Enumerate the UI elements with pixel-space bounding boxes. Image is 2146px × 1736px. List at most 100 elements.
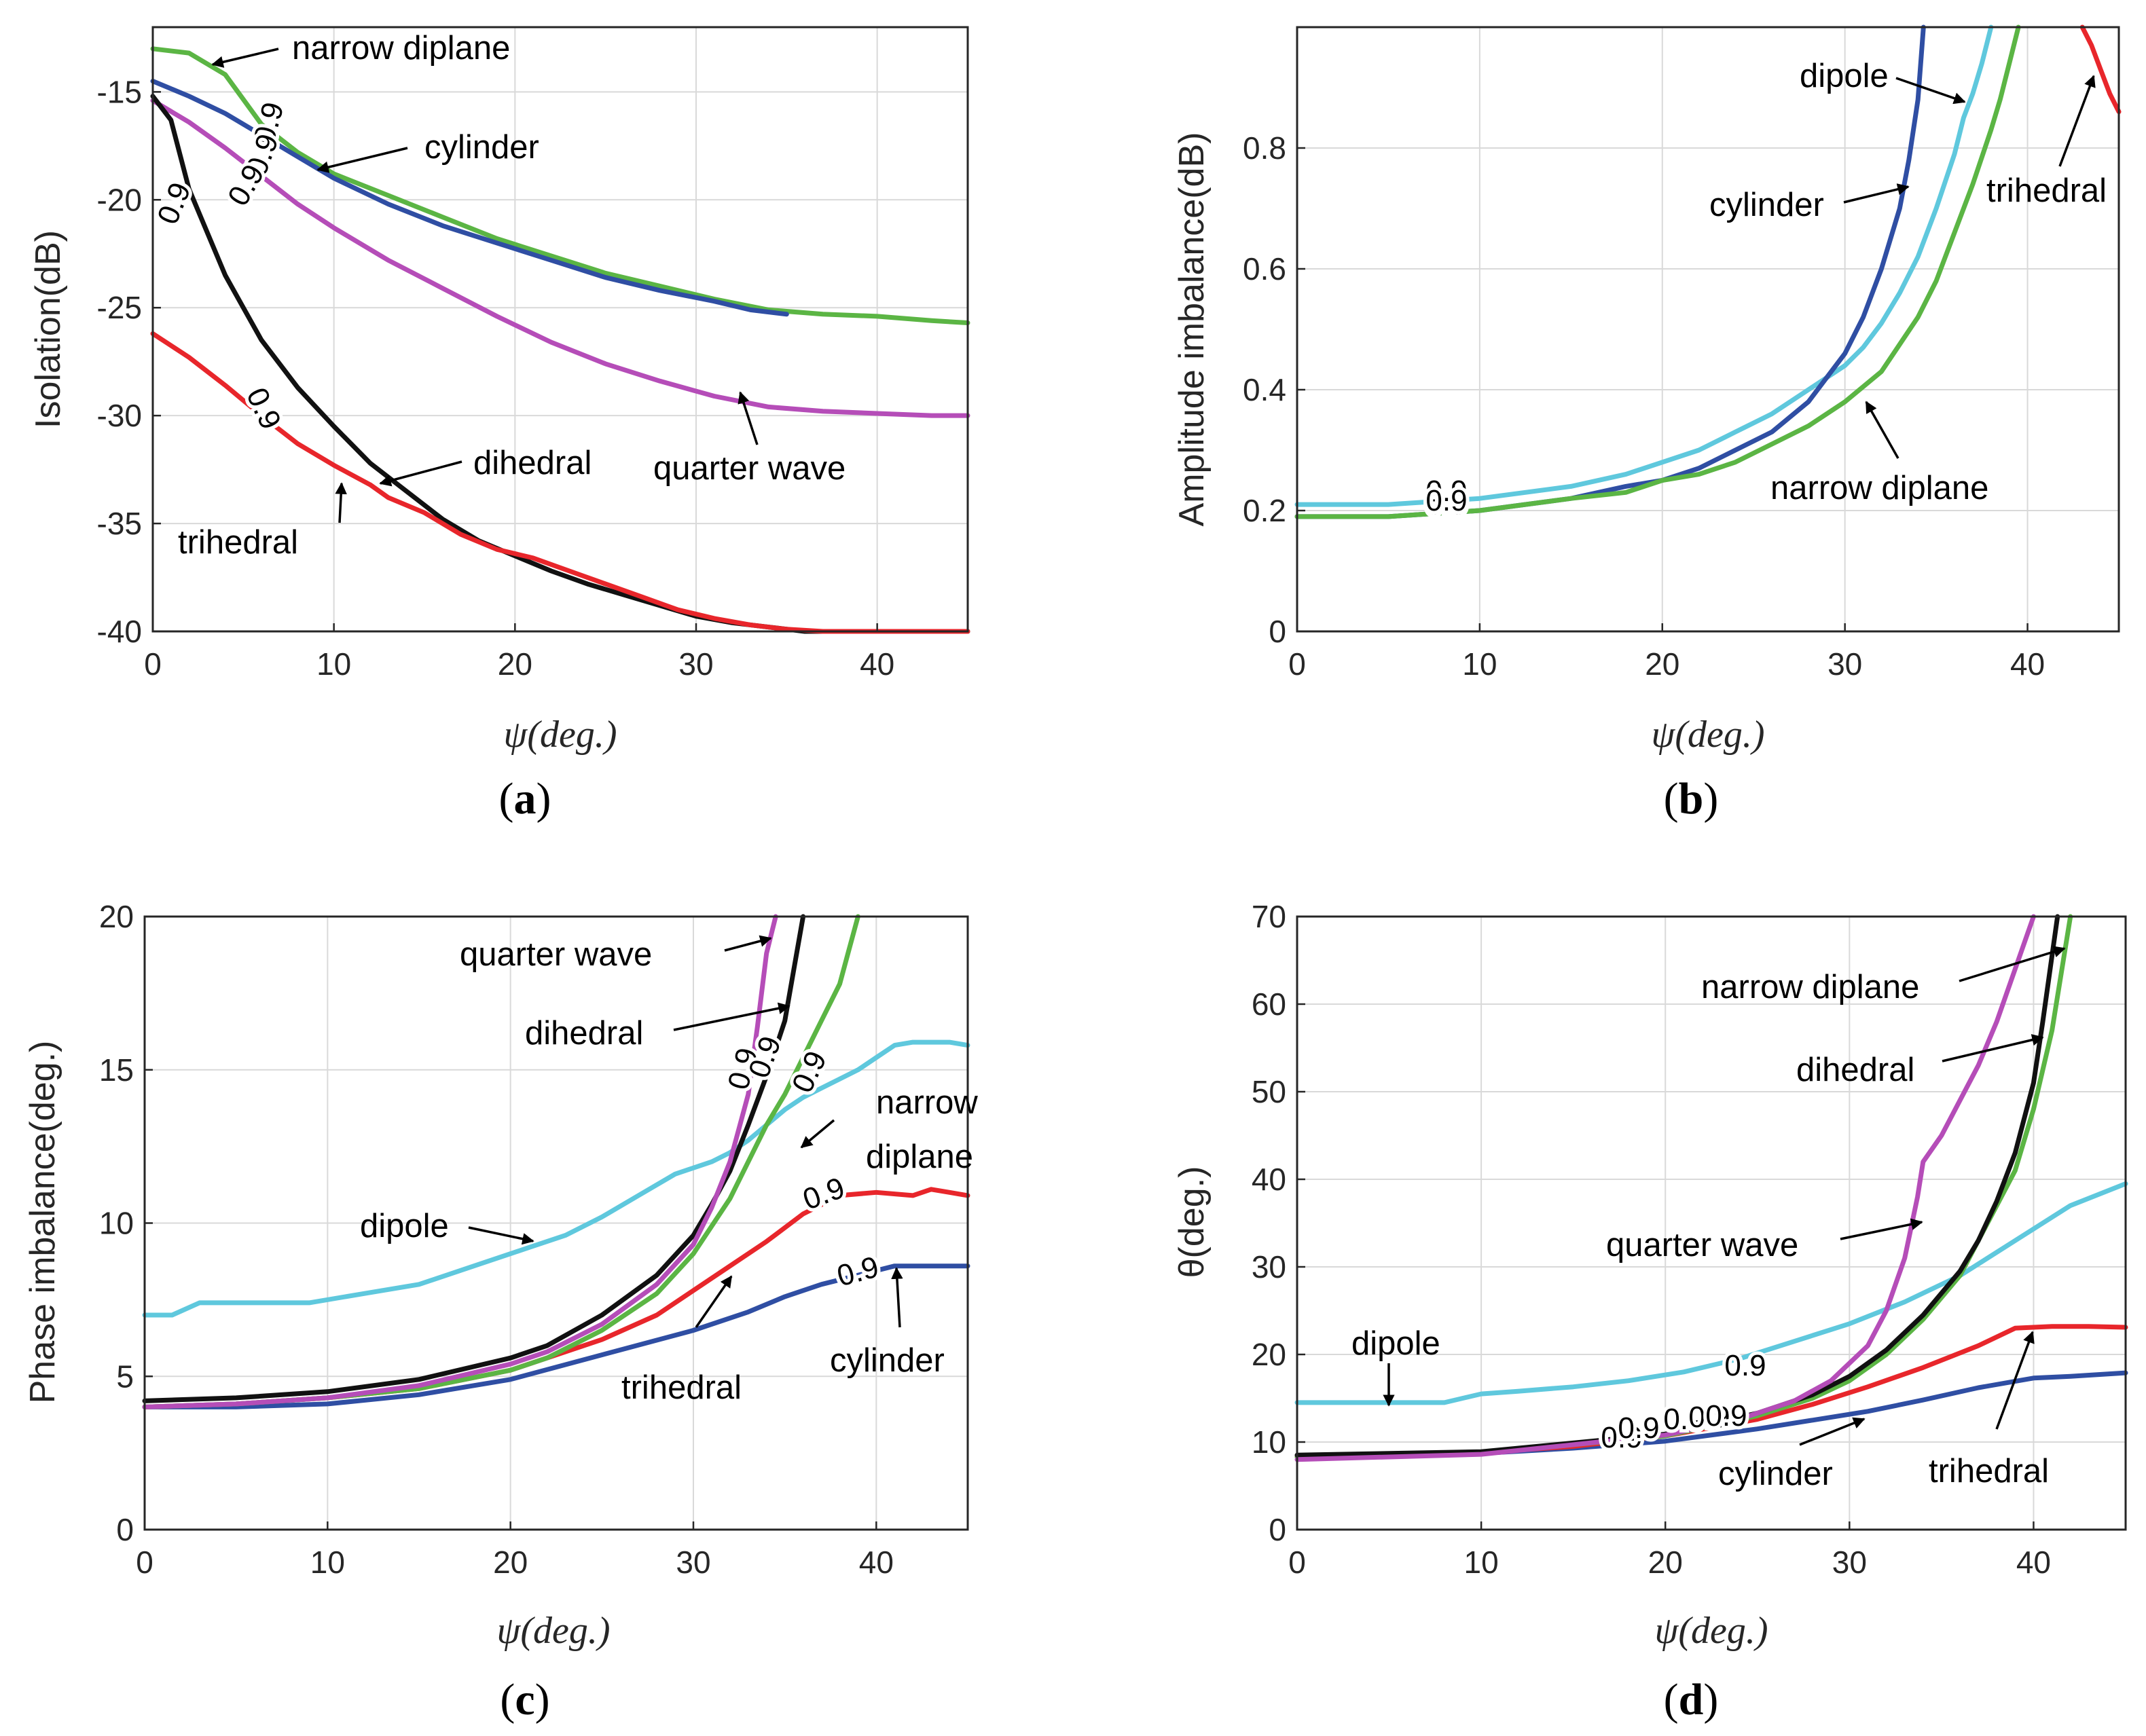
annotation-arrow — [2058, 75, 2096, 167]
annotation-trihedral: trihedral — [1986, 172, 2107, 209]
annotation-narrow-diplane: narrow diplane — [292, 30, 510, 67]
subfigure-caption-b: (b) — [1664, 774, 1719, 824]
subfigure-letter-b: b — [1679, 774, 1704, 824]
x-tick-label: 30 — [1827, 646, 1862, 682]
series-narrow-diplane-line — [1294, 24, 2021, 519]
annotation-dihedral: dihedral — [473, 445, 592, 481]
x-tick-label: 10 — [1462, 646, 1497, 682]
subfigure-caption-c: (c) — [500, 1675, 549, 1724]
x-axis-label-b: ψ(deg.) — [1652, 714, 1765, 756]
x-tick-label: 0 — [1288, 1545, 1306, 1580]
series-trihedral-line — [2079, 24, 2122, 115]
annotation-arrow — [1843, 183, 1910, 204]
annotation-arrow — [1840, 1218, 1923, 1240]
x-tick-label: 30 — [1832, 1545, 1867, 1580]
annotation-narrow: narrow — [876, 1084, 978, 1121]
x-tick-label: 40 — [2010, 646, 2045, 682]
annotation-arrow — [1995, 1331, 2035, 1430]
series-quarter-wave-line — [150, 98, 970, 418]
ticks-d: 0 10 20 30 40 0 10 20 30 40 50 60 70 — [1252, 899, 2051, 1580]
annotation-dihedral: dihedral — [1796, 1052, 1914, 1088]
annotation-quarter-wave: quarter wave — [653, 450, 845, 487]
plot-frame-d — [1296, 915, 2127, 1531]
x-tick-label: 20 — [1645, 646, 1679, 682]
y-tick-label: 60 — [1252, 986, 1286, 1022]
annotation-arrow — [724, 935, 772, 952]
panel-b: 0.90.90.9 0 10 20 30 40 0 0.2 0.4 0.6 0.8 Amplitu… — [1172, 24, 2122, 824]
x-tick-label: 0 — [136, 1545, 153, 1580]
y-tick-label: -25 — [97, 290, 142, 325]
y-axis-label-b: Amplitude imbalance(dB) — [1172, 132, 1212, 527]
y-tick-label: 50 — [1252, 1074, 1286, 1109]
y-tick-label: 70 — [1252, 899, 1286, 934]
series-narrow-diplane-line — [1294, 914, 2073, 1460]
y-axis-label-d: θ(deg.) — [1172, 1166, 1212, 1278]
y-tick-label: 10 — [1252, 1424, 1286, 1460]
annotation-trihedral: trihedral — [1929, 1453, 2049, 1490]
y-tick-label: 0 — [1269, 614, 1286, 649]
contour-label: 0.9 — [240, 383, 287, 435]
y-tick-label: 0 — [1269, 1512, 1286, 1547]
y-tick-label: 30 — [1252, 1249, 1286, 1285]
x-tick-label: 20 — [498, 646, 532, 682]
y-tick-label: 40 — [1252, 1162, 1286, 1197]
x-axis-label-a: ψ(deg.) — [504, 714, 617, 756]
annotation-cylinder: cylinder — [1709, 187, 1824, 223]
annotation-dihedral: dihedral — [525, 1015, 643, 1052]
contour-label: 0.9 — [786, 1046, 833, 1098]
y-tick-label: 15 — [99, 1052, 134, 1088]
series-layer-c — [142, 914, 970, 1409]
series-dipole-line — [1294, 24, 1994, 507]
x-tick-label: 10 — [1464, 1545, 1499, 1580]
x-tick-label: 0 — [144, 646, 162, 682]
annotation-arrow — [891, 1267, 903, 1328]
annotation-arrow — [468, 1226, 534, 1245]
contour-labels-b: 0.90.90.9 — [1422, 471, 1470, 524]
y-tick-label: 0.8 — [1243, 130, 1286, 166]
subfigure-letter-d: d — [1679, 1675, 1704, 1724]
panel-a: 0.90.90.90.90.9 0 10 20 30 40-15-20-25-30-35… — [29, 26, 970, 824]
x-tick-label: 10 — [316, 646, 351, 682]
panel-d: 0.90.9 0.90.90.90.9 0 10 20 30 40010203040506… — [1172, 899, 2128, 1724]
contour-label: 0.9 — [1663, 1403, 1705, 1436]
series-dipole-line — [1294, 1181, 2128, 1405]
y-tick-label: 0.6 — [1243, 251, 1286, 287]
series-dipole-line — [142, 1039, 970, 1318]
y-tick-label: 5 — [116, 1359, 134, 1394]
annotation-arrow — [1942, 1034, 2044, 1063]
contour-label: 0.9 — [1705, 1399, 1747, 1433]
x-tick-label: 10 — [310, 1545, 345, 1580]
subfigure-caption-a: (a) — [499, 774, 551, 824]
annotation-cylinder: cylinder — [1718, 1456, 1833, 1492]
y-tick-label: -30 — [97, 398, 142, 433]
annotation-trihedral: trihedral — [178, 524, 298, 561]
annotations-a: narrow diplane cylinder dihedral quarter… — [178, 30, 845, 561]
x-tick-label: 20 — [493, 1545, 528, 1580]
x-tick-label: 0 — [1288, 646, 1306, 682]
annotation-arrow — [211, 48, 279, 68]
y-axis-label-c: Phase imbalance(deg.) — [23, 1041, 62, 1404]
subfigure-letter-a: a — [514, 774, 536, 824]
x-tick-label: 20 — [1648, 1545, 1683, 1580]
y-tick-label: -20 — [97, 182, 142, 217]
annotation-dipole: dipole — [1351, 1325, 1440, 1362]
series-trihedral-line — [150, 331, 970, 634]
annotation-arrow — [379, 460, 462, 487]
x-axis-label-c: ψ(deg.) — [497, 1610, 611, 1652]
y-axis-label-a: Isolation(dB) — [29, 230, 68, 428]
annotation-dipole: dipole — [1800, 58, 1889, 94]
annotations-b: dipole cylinder trihedral narrow diplane — [1709, 58, 2107, 506]
annotation-arrow — [1895, 77, 1966, 105]
annotation-quarter-wave: quarter wave — [460, 936, 652, 973]
x-tick-label: 40 — [2016, 1545, 2051, 1580]
contour-label: 0.9 — [1724, 1349, 1766, 1382]
annotation-arrow — [673, 1002, 790, 1031]
contour-label: 0.9 — [1618, 1411, 1659, 1445]
annotation-narrow-diplane: narrow diplane — [1770, 470, 1988, 506]
series-narrow-diplane-line — [142, 914, 860, 1409]
subfigure-letter-c: c — [515, 1675, 534, 1724]
ticks-a: 0 10 20 30 40 -15 -20 -25 -30 -35 -40 — [97, 74, 895, 682]
annotation-trihedral: trihedral — [621, 1369, 742, 1406]
y-tick-label: 20 — [99, 899, 134, 934]
annotation-quarter-wave: quarter wave — [1606, 1227, 1798, 1263]
